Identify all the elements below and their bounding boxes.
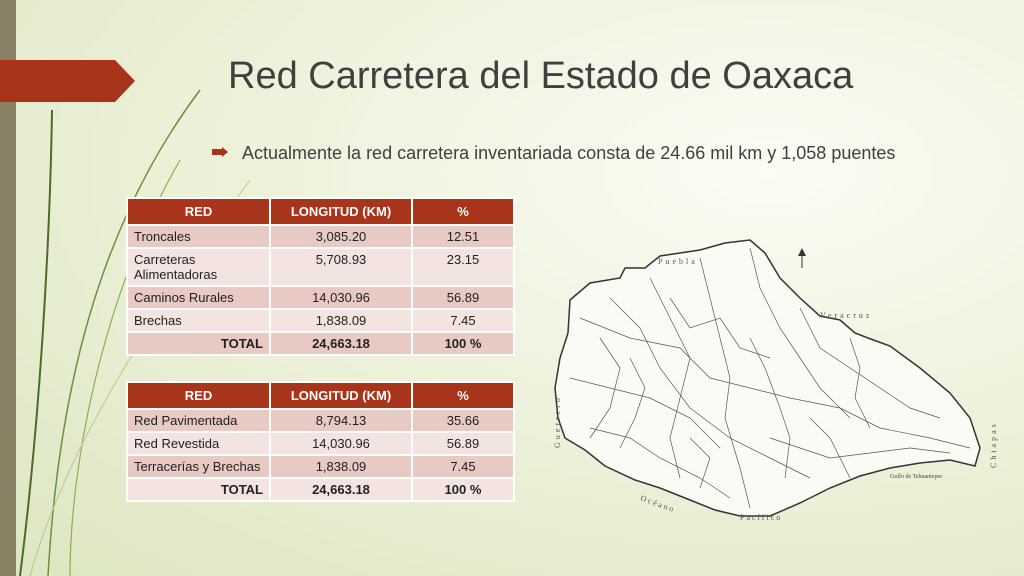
label-veracruz: Veracruz — [820, 311, 872, 320]
state-outline — [554, 239, 981, 517]
cell-total-km: 24,663.18 — [269, 477, 413, 502]
cell-km: 14,030.96 — [269, 431, 413, 456]
cell-pct: 12.51 — [411, 224, 515, 249]
cell-red: Troncales — [126, 224, 271, 249]
cell-red: Red Revestida — [126, 431, 271, 456]
cell-pct: 56.89 — [411, 431, 515, 456]
table-row: Red Revestida 14,030.96 56.89 — [126, 431, 515, 456]
cell-red: Terracerías y Brechas — [126, 454, 271, 479]
left-sidebar-bar — [0, 0, 16, 576]
table-row: Troncales 3,085.20 12.51 — [126, 224, 515, 249]
cell-pct: 7.45 — [411, 308, 515, 333]
cell-total-pct: 100 % — [411, 477, 515, 502]
cell-total-label: TOTAL — [126, 331, 271, 356]
cell-km: 14,030.96 — [269, 285, 413, 310]
cell-km: 1,838.09 — [269, 308, 413, 333]
bullet-text: Actualmente la red carretera inventariad… — [242, 143, 896, 163]
table-row: Brechas 1,838.09 7.45 — [126, 308, 515, 333]
header-red: RED — [126, 197, 271, 226]
cell-km: 3,085.20 — [269, 224, 413, 249]
cell-total-pct: 100 % — [411, 331, 515, 356]
table-header-row: RED LONGITUD (KM) % — [126, 381, 515, 410]
table-total-row: TOTAL 24,663.18 100 % — [126, 331, 515, 356]
cell-red: Caminos Rurales — [126, 285, 271, 310]
label-chiapas: Chiapas — [989, 421, 998, 468]
bullet-item: Actualmente la red carretera inventariad… — [212, 142, 932, 164]
cell-total-km: 24,663.18 — [269, 331, 413, 356]
table-total-row: TOTAL 24,663.18 100 % — [126, 477, 515, 502]
cell-pct: 23.15 — [411, 247, 515, 287]
header-percent: % — [411, 381, 515, 410]
header-red: RED — [126, 381, 271, 410]
header-percent: % — [411, 197, 515, 226]
header-longitud: LONGITUD (KM) — [269, 381, 413, 410]
cell-red: Carreteras Alimentadoras — [126, 247, 271, 287]
cell-pct: 35.66 — [411, 408, 515, 433]
label-oceano: Océano — [639, 493, 676, 514]
label-pacifico: Pacífico — [740, 513, 782, 522]
north-arrow-icon — [798, 248, 806, 268]
cell-red: Red Pavimentada — [126, 408, 271, 433]
surface-type-table: RED LONGITUD (KM) % Red Pavimentada 8,79… — [126, 381, 515, 502]
label-golfo: Golfo de Tehuantepec — [890, 473, 943, 480]
table-header-row: RED LONGITUD (KM) % — [126, 197, 515, 226]
cell-pct: 7.45 — [411, 454, 515, 479]
cell-km: 5,708.93 — [269, 247, 413, 287]
table-row: Caminos Rurales 14,030.96 56.89 — [126, 285, 515, 310]
oaxaca-road-map: Puebla Veracruz Guerrero Chiapas Golfo d… — [553, 239, 998, 522]
label-guerrero: Guerrero — [553, 395, 562, 448]
cell-km: 1,838.09 — [269, 454, 413, 479]
cell-km: 8,794.13 — [269, 408, 413, 433]
cell-pct: 56.89 — [411, 285, 515, 310]
cell-total-label: TOTAL — [126, 477, 271, 502]
title-accent-tab — [0, 60, 135, 102]
road-lines — [569, 247, 971, 509]
table-row: Carreteras Alimentadoras 5,708.93 23.15 — [126, 247, 515, 287]
cell-red: Brechas — [126, 308, 271, 333]
table-row: Terracerías y Brechas 1,838.09 7.45 — [126, 454, 515, 479]
road-network-table: RED LONGITUD (KM) % Troncales 3,085.20 1… — [126, 197, 515, 356]
table-row: Red Pavimentada 8,794.13 35.66 — [126, 408, 515, 433]
slide-title: Red Carretera del Estado de Oaxaca — [228, 55, 854, 97]
label-puebla: Puebla — [658, 257, 698, 266]
bullet-arrow-icon — [212, 147, 228, 157]
header-longitud: LONGITUD (KM) — [269, 197, 413, 226]
